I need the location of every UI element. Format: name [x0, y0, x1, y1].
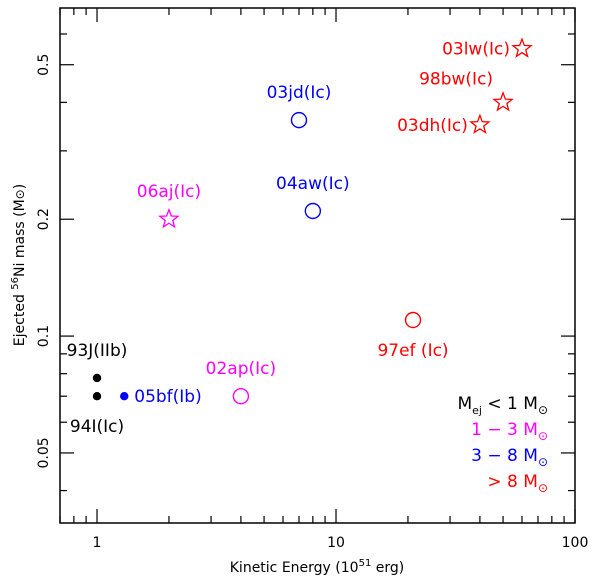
y-tick-label: 0.1 [36, 325, 52, 347]
point-02ap-ic- [233, 389, 248, 404]
point-06aj-ic- [160, 210, 178, 227]
x-tick-label: 10 [327, 535, 345, 551]
sun-symbol: ⊙ [13, 189, 27, 199]
point-98bw-ic- [494, 93, 512, 110]
legend: Mej < 1 M⊙ 1 − 3 M⊙ 3 − 8 M⊙ > 8 M⊙ [457, 394, 548, 495]
sun-symbol: ⊙ [538, 429, 548, 443]
label-05bf-ib-: 05bf(Ib) [134, 387, 201, 407]
point-03jd-ic- [291, 113, 306, 128]
point-labels: 93J(IIb) 94I(Ic) 05bf(Ib)02ap(Ic) 06aj(Ic) 0… [67, 40, 510, 438]
sun-symbol: ⊙ [538, 481, 548, 495]
y-axis-label: Ejected 56Ni mass (M⊙) [10, 184, 28, 346]
label-06aj-ic-: 06aj(Ic) [137, 182, 201, 202]
legend-entry: 3 − 8 M⊙ [471, 446, 548, 469]
x-tick-label: 100 [562, 535, 589, 551]
point-94i-ic- [93, 392, 101, 400]
sun-symbol: ⊙ [538, 455, 548, 469]
point-97ef-ic- [406, 313, 421, 328]
label-97ef-ic-: 97ef (Ic) [377, 341, 448, 361]
y-tick-label: 0.05 [36, 437, 52, 468]
label-04aw-ic-: 04aw(Ic) [276, 174, 350, 194]
label-98bw-ic-: 98bw(Ic) [419, 69, 493, 89]
legend-entry: Mej < 1 M⊙ [457, 394, 548, 417]
point-03lw-ic- [513, 39, 531, 56]
label-93j-iib-: 93J(IIb) [67, 341, 128, 361]
y-tick-label: 0.2 [36, 208, 52, 230]
legend-entry: > 8 M⊙ [487, 472, 548, 495]
label-03dh-ic-: 03dh(Ic) [397, 116, 468, 136]
point-05bf-ib- [120, 392, 128, 400]
label-03jd-ic-: 03jd(Ic) [267, 83, 332, 103]
x-axis-label: Kinetic Energy (1051 erg) [230, 558, 404, 576]
sun-symbol: ⊙ [538, 403, 548, 417]
legend-entry: 1 − 3 M⊙ [471, 420, 548, 443]
point-93j-iib- [93, 374, 101, 382]
point-04aw-ic- [305, 203, 320, 218]
point-03dh-ic- [471, 115, 489, 132]
label-02ap-ic-: 02ap(Ic) [206, 359, 276, 379]
y-tick-label: 0.5 [36, 54, 52, 76]
x-tick-label: 1 [93, 535, 102, 551]
label-94i-ic-: 94I(Ic) [70, 417, 124, 437]
label-03lw-ic-: 03lw(Ic) [442, 40, 510, 60]
